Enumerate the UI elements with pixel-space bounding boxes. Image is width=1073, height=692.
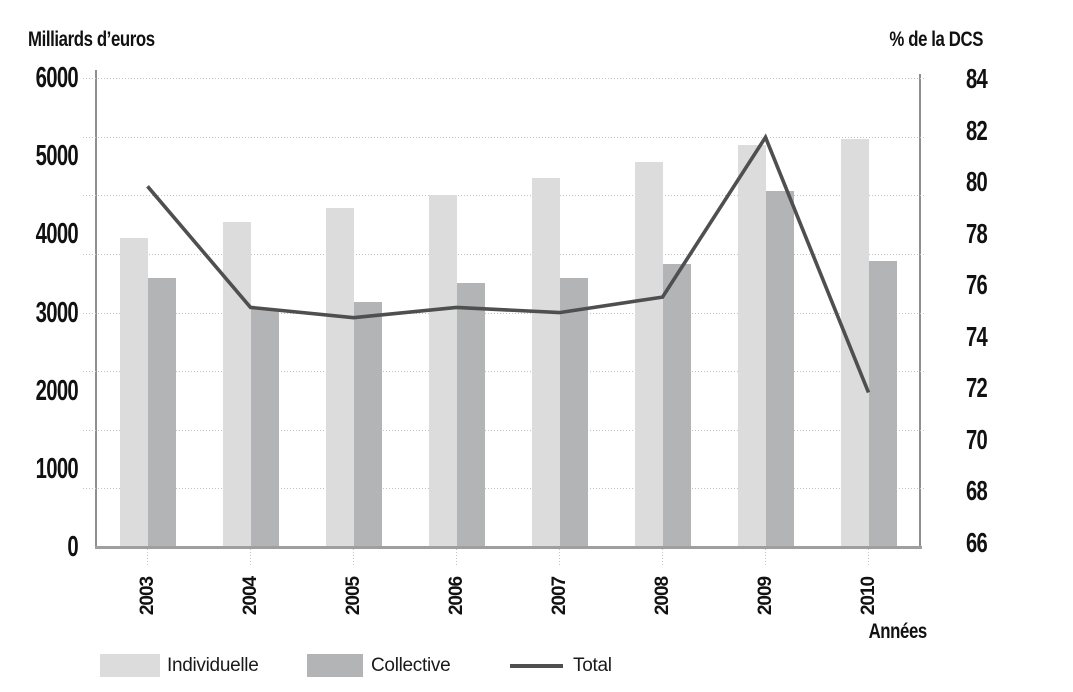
- right-axis-title: % de la DCS: [889, 28, 983, 51]
- x-tickmark-2005: [353, 549, 354, 566]
- left-tick-3000: 3000: [35, 296, 79, 329]
- year-label-2009: 2009: [754, 576, 776, 616]
- year-label-2005: 2005: [342, 576, 364, 616]
- right-axis-line: [919, 74, 921, 548]
- year-label-2010: 2010: [857, 576, 879, 616]
- bar-individuelle-2008: [634, 162, 663, 546]
- right-tick-74: 74: [966, 320, 988, 352]
- left-axis-line: [95, 70, 97, 548]
- bar-individuelle-2004: [222, 221, 251, 546]
- bar-individuelle-2006: [428, 195, 457, 546]
- bar-collective-2007: [559, 277, 588, 546]
- right-tick-80: 80: [966, 166, 988, 198]
- right-tick-82: 82: [966, 114, 988, 146]
- x-axis-title: Années: [868, 620, 928, 643]
- right-tick-78: 78: [966, 217, 988, 249]
- gridline: [83, 253, 924, 255]
- bar-collective-2003: [147, 277, 176, 546]
- left-tick-2000: 2000: [35, 374, 79, 407]
- gridline: [83, 136, 924, 138]
- left-tick-0: 0: [67, 531, 78, 563]
- legend-label-total: Total: [573, 655, 612, 676]
- left-tick-1000: 1000: [35, 452, 79, 485]
- legend-line-total: [510, 664, 563, 668]
- right-tick-66: 66: [966, 527, 988, 558]
- gridline: [83, 312, 924, 314]
- year-label-2006: 2006: [445, 576, 467, 616]
- left-tick-5000: 5000: [35, 140, 79, 173]
- right-tick-68: 68: [966, 475, 988, 507]
- legend-swatch-collective: [307, 654, 363, 677]
- gridline: [83, 429, 924, 431]
- bar-collective-2010: [868, 260, 897, 546]
- plot-area: [83, 78, 924, 547]
- x-tickmark-2010: [868, 549, 869, 566]
- bar-collective-2005: [353, 301, 382, 546]
- total-line: [146, 133, 871, 394]
- bar-collective-2009: [765, 191, 794, 546]
- bar-collective-2006: [456, 283, 485, 546]
- x-tickmark-2009: [765, 549, 766, 566]
- gridline: [83, 488, 924, 490]
- legend-label-collective: Collective: [371, 655, 451, 676]
- x-axis-line: [95, 546, 922, 549]
- bar-individuelle-2005: [325, 208, 354, 546]
- left-tick-4000: 4000: [35, 218, 79, 251]
- year-label-2007: 2007: [548, 576, 570, 616]
- bar-individuelle-2003: [119, 237, 148, 546]
- year-label-2004: 2004: [239, 576, 261, 616]
- right-tick-76: 76: [966, 269, 988, 301]
- year-label-2003: 2003: [136, 576, 158, 616]
- right-tick-70: 70: [966, 423, 988, 455]
- bar-individuelle-2009: [737, 145, 766, 546]
- year-label-2008: 2008: [651, 576, 673, 616]
- legend-label-individuelle: Individuelle: [167, 655, 259, 676]
- gridline: [83, 195, 924, 197]
- gridline: [83, 78, 924, 79]
- left-axis-title: Milliards d’euros: [28, 28, 155, 51]
- x-tickmark-2007: [559, 549, 560, 566]
- bar-individuelle-2010: [840, 138, 869, 546]
- x-tickmark-2003: [147, 549, 148, 566]
- gridline: [83, 371, 924, 373]
- legend-swatch-individuelle: [100, 654, 160, 677]
- x-tickmark-2006: [456, 549, 457, 566]
- bar-collective-2008: [662, 263, 691, 546]
- right-tick-72: 72: [966, 372, 988, 404]
- left-tick-6000: 6000: [35, 62, 79, 94]
- bar-collective-2004: [250, 308, 279, 546]
- x-tickmark-2008: [662, 549, 663, 566]
- right-tick-84: 84: [966, 63, 988, 94]
- x-tickmark-2004: [250, 549, 251, 566]
- bar-individuelle-2007: [531, 177, 560, 546]
- total-line-layer: [146, 133, 871, 394]
